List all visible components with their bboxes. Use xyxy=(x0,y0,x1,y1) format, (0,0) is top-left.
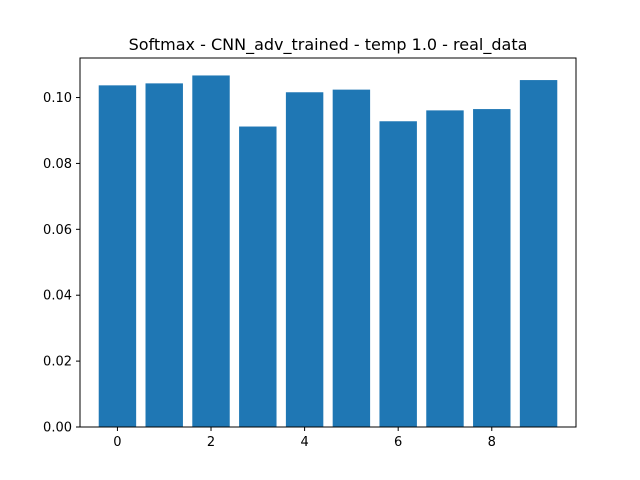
bar-1 xyxy=(145,83,183,428)
bar-5 xyxy=(332,89,371,427)
x-tick-label: 2 xyxy=(207,435,215,450)
bar-0 xyxy=(98,85,137,427)
y-tick-label: 0.04 xyxy=(43,289,72,304)
y-tick-label: 0.10 xyxy=(43,91,72,106)
bar-2 xyxy=(192,75,230,428)
plot-frame xyxy=(79,57,577,428)
axes-group: 0 2 4 6 8 0.00 0.02 0.04 0.06 0.08 0.10 xyxy=(43,57,577,450)
bar-6 xyxy=(379,121,417,427)
chart-title: Softmax - CNN_adv_trained - temp 1.0 - r… xyxy=(129,35,528,55)
bar-4 xyxy=(285,92,324,427)
bar-7 xyxy=(426,110,464,427)
x-tick-label: 6 xyxy=(394,435,402,450)
y-tick-label: 0.00 xyxy=(43,421,72,436)
y-tick-label: 0.06 xyxy=(43,223,72,238)
bar-3 xyxy=(239,126,277,427)
bars-group xyxy=(98,75,558,428)
x-tick-label: 4 xyxy=(300,435,308,450)
x-tick-label: 8 xyxy=(488,435,496,450)
y-tick-label: 0.08 xyxy=(43,157,72,172)
x-tick-label: 0 xyxy=(113,435,121,450)
bar-9 xyxy=(519,80,558,427)
bar-8 xyxy=(473,109,511,427)
y-tick-label: 0.02 xyxy=(43,355,72,370)
